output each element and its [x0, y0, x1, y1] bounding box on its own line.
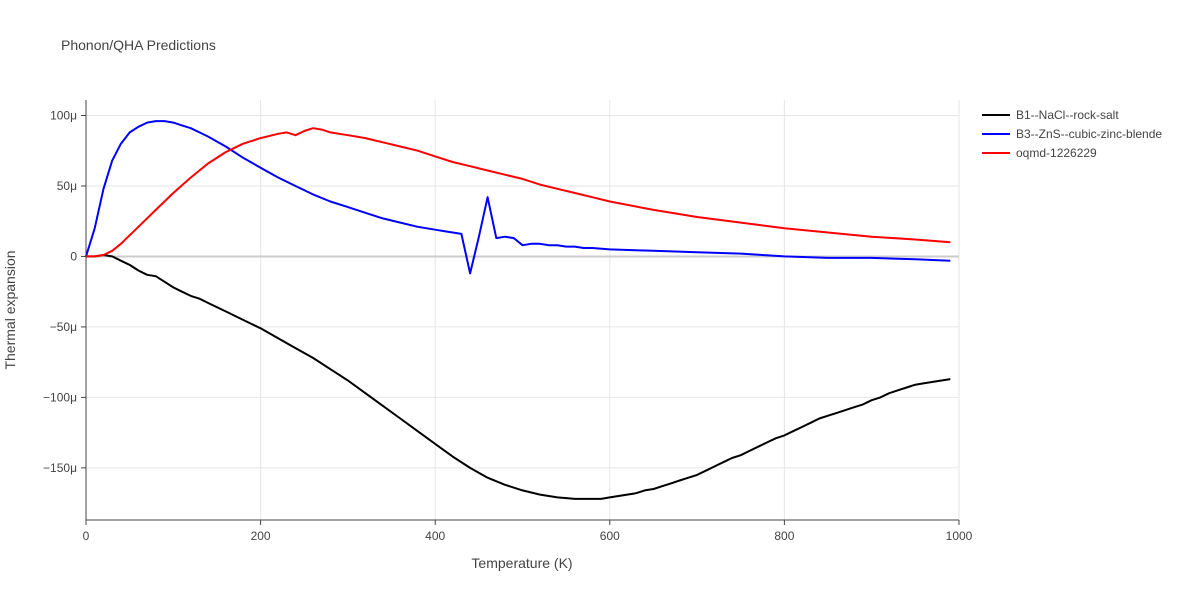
x-axis-title: Temperature (K)	[471, 555, 572, 571]
legend-label: oqmd-1226229	[1016, 146, 1097, 160]
legend[interactable]: B1--NaCl--rock-salt B3--ZnS--cubic-zinc-b…	[982, 108, 1162, 160]
legend-item-2[interactable]: B3--ZnS--cubic-zinc-blende	[982, 127, 1162, 141]
y-tick-label: −50μ	[50, 320, 77, 334]
x-tick-label: 0	[83, 529, 90, 543]
y-tick-label: 50μ	[57, 179, 77, 193]
x-tick-label: 400	[425, 529, 445, 543]
legend-label: B1--NaCl--rock-salt	[1016, 108, 1119, 122]
x-tick-label: 1000	[946, 529, 973, 543]
chart-title: Phonon/QHA Predictions	[61, 37, 216, 53]
axes	[81, 100, 960, 525]
series-lines	[85, 120, 951, 500]
series-line-2	[85, 120, 951, 275]
x-tick-label: 800	[774, 529, 794, 543]
legend-item-3[interactable]: oqmd-1226229	[982, 146, 1097, 160]
series-line-1	[86, 254, 951, 500]
x-tick-label: 600	[600, 529, 620, 543]
y-axis-title: Thermal expansion	[2, 250, 18, 369]
y-tick-label: 0	[70, 249, 77, 263]
legend-item-1[interactable]: B1--NaCl--rock-salt	[982, 108, 1119, 122]
tick-labels: 0 200 400 600 800 1000 100μ 50μ 0 −50μ −100μ −150μ	[43, 109, 973, 543]
y-tick-label: −150μ	[43, 461, 77, 475]
gridlines	[86, 100, 960, 520]
y-tick-label: 100μ	[50, 109, 77, 123]
y-tick-label: −100μ	[43, 390, 77, 404]
legend-label: B3--ZnS--cubic-zinc-blende	[1016, 127, 1162, 141]
series-line-3	[86, 127, 951, 258]
x-tick-label: 200	[251, 529, 271, 543]
